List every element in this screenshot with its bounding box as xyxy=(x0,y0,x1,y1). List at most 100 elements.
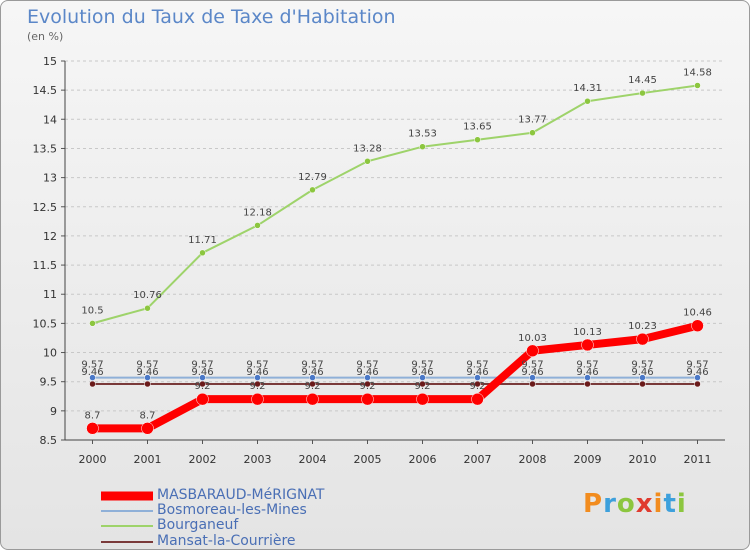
y-tick-label: 10 xyxy=(43,347,57,360)
data-label: 9.2 xyxy=(415,381,431,392)
data-point xyxy=(89,380,96,388)
x-tick-label: 2008 xyxy=(519,453,547,466)
data-label: 12.79 xyxy=(298,172,327,183)
data-point xyxy=(364,374,371,381)
data-label: 13.28 xyxy=(353,143,382,154)
data-label: 13.77 xyxy=(518,115,547,126)
data-label: 9.57 xyxy=(576,360,598,371)
data-point xyxy=(584,97,591,105)
data-label: 10.5 xyxy=(81,305,103,316)
data-point xyxy=(251,392,264,406)
x-tick-label: 2003 xyxy=(244,453,272,466)
logo-letter: x xyxy=(635,489,654,519)
data-label: 8.7 xyxy=(85,410,101,421)
proxiti-logo: Proxiti xyxy=(583,489,687,519)
data-point xyxy=(306,392,319,406)
data-point xyxy=(254,374,261,381)
data-label: 10.23 xyxy=(628,321,657,332)
data-point xyxy=(419,380,426,388)
data-label: 9.57 xyxy=(411,360,433,371)
data-label: 13.65 xyxy=(463,122,492,133)
y-axis-unit-label: (en %) xyxy=(27,30,64,43)
data-point xyxy=(639,380,646,388)
data-label: 9.57 xyxy=(81,360,103,371)
data-label: 9.46 xyxy=(301,367,323,378)
data-label: 9.46 xyxy=(411,367,433,378)
data-point xyxy=(584,380,591,388)
data-point xyxy=(309,380,316,388)
data-point xyxy=(254,222,261,229)
y-tick-label: 8.5 xyxy=(40,434,58,447)
data-label: 9.46 xyxy=(136,367,158,378)
data-label: 9.57 xyxy=(356,360,378,371)
data-label: 9.2 xyxy=(470,381,486,392)
y-tick-label: 13 xyxy=(43,172,57,185)
data-label: 9.57 xyxy=(521,360,543,371)
data-point xyxy=(474,136,481,143)
data-label: 9.2 xyxy=(360,381,376,392)
data-point xyxy=(526,344,539,358)
data-point xyxy=(581,338,594,352)
x-tick-label: 2007 xyxy=(464,453,492,466)
data-point xyxy=(474,374,481,381)
legend-label: Bosmoreau-les-Mines xyxy=(157,502,307,518)
data-point xyxy=(309,186,316,194)
data-label: 9.46 xyxy=(466,367,488,378)
data-point xyxy=(529,129,536,136)
data-label: 14.58 xyxy=(683,67,712,78)
data-point xyxy=(529,380,536,388)
data-point xyxy=(694,374,701,381)
data-label: 9.57 xyxy=(136,360,158,371)
logo-letter: r xyxy=(603,489,617,519)
data-label: 10.03 xyxy=(518,333,547,344)
data-point xyxy=(199,249,206,257)
data-label: 9.46 xyxy=(81,367,103,378)
data-label: 10.46 xyxy=(683,308,712,319)
data-label: 9.57 xyxy=(191,360,213,371)
data-label: 9.46 xyxy=(521,367,543,378)
logo-letter: i xyxy=(676,489,687,519)
logo-letter: t xyxy=(663,489,677,519)
data-point xyxy=(361,392,374,406)
data-point xyxy=(471,392,484,406)
y-tick-label: 12.5 xyxy=(33,201,58,214)
data-point xyxy=(694,380,701,388)
x-tick-label: 2002 xyxy=(189,453,217,466)
legend-label: Mansat-la-Courrière xyxy=(157,533,296,549)
legend-label: Bourganeuf xyxy=(157,517,239,533)
y-tick-label: 13.5 xyxy=(33,142,58,155)
data-point xyxy=(141,422,154,435)
data-label: 9.46 xyxy=(576,367,598,378)
data-point xyxy=(254,380,261,388)
y-tick-label: 15 xyxy=(43,55,57,68)
x-tick-label: 2009 xyxy=(574,453,602,466)
data-label: 9.46 xyxy=(356,367,378,378)
data-point xyxy=(144,374,151,381)
data-point xyxy=(636,332,649,346)
legend-label: MASBARAUD-MéRIGNAT xyxy=(157,487,325,503)
chart-title: Evolution du Taux de Taxe d'Habitation xyxy=(27,6,396,28)
data-point xyxy=(584,374,591,381)
series-line xyxy=(92,84,698,325)
y-tick-label: 14 xyxy=(43,113,57,126)
x-tick-label: 2006 xyxy=(409,453,437,466)
data-point xyxy=(416,392,429,406)
data-point xyxy=(196,392,209,406)
data-label: 11.71 xyxy=(188,235,217,246)
data-point xyxy=(144,380,151,388)
data-label: 13.53 xyxy=(408,129,437,140)
x-tick-label: 2010 xyxy=(629,453,657,466)
y-tick-label: 11.5 xyxy=(33,259,58,272)
data-label: 9.46 xyxy=(686,367,708,378)
data-point xyxy=(419,374,426,381)
data-point xyxy=(419,143,426,150)
data-label: 8.7 xyxy=(140,410,156,421)
data-point xyxy=(474,380,481,388)
data-point xyxy=(89,320,96,327)
y-tick-label: 14.5 xyxy=(33,84,58,97)
y-tick-label: 9.5 xyxy=(40,376,58,389)
data-point xyxy=(89,374,96,381)
data-label: 10.76 xyxy=(133,290,162,301)
data-point xyxy=(199,380,206,388)
